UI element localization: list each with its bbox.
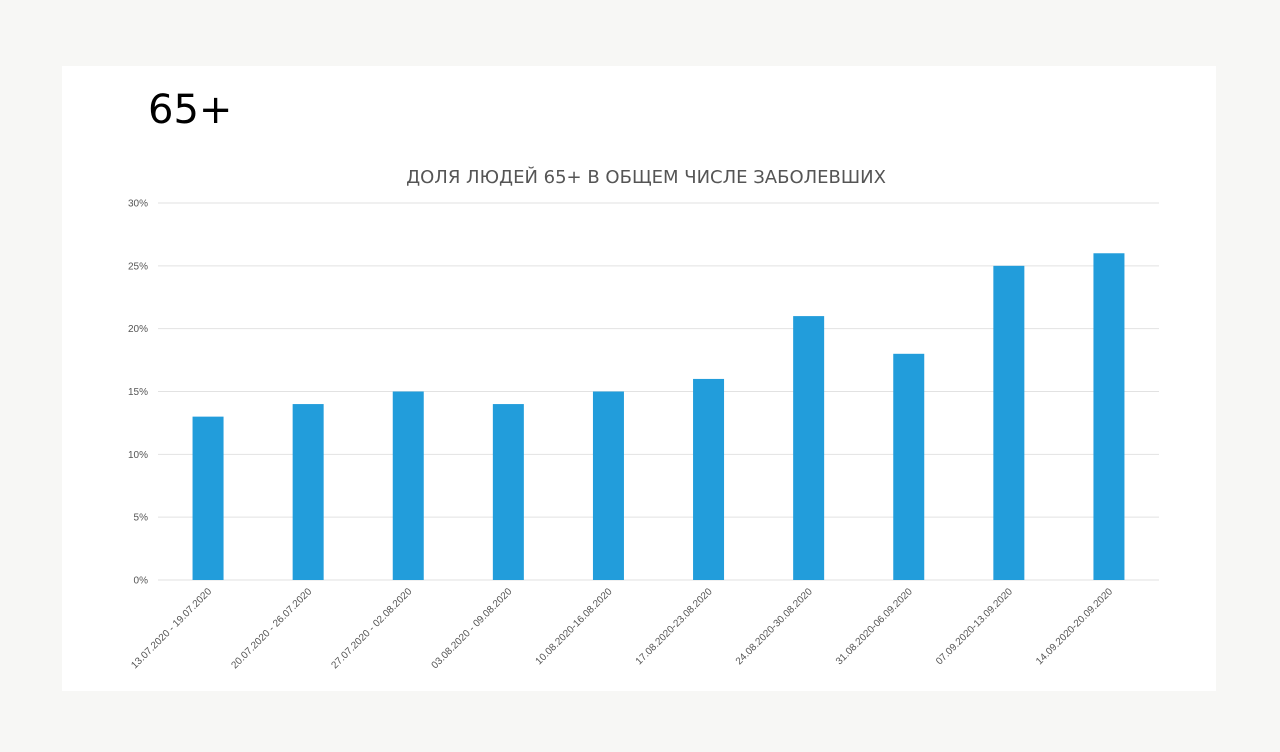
bar [693,378,725,580]
gridlines [158,202,1159,581]
y-tick-label: 20% [128,324,148,335]
y-axis-tick-labels: 0% 5% 10% 15% 20% 25% 30% [128,199,148,587]
bar [893,353,925,580]
x-category-label: 10.08.2020-16.08.2020 [534,586,615,667]
bar [592,391,624,580]
x-category-label: 17.08.2020-23.08.2020 [634,586,715,667]
x-axis-category-labels: 13.07.2020 - 19.07.2020 20.07.2020 - 26.0… [129,586,1115,671]
x-category-label: 31.08.2020-06.09.2020 [834,586,915,667]
bar [793,316,825,580]
x-category-label: 07.09.2020-13.09.2020 [934,586,1015,667]
bar [1093,253,1125,580]
bar [192,416,224,580]
bar [993,265,1025,580]
y-tick-label: 25% [128,261,148,272]
slide: 65+ ДОЛЯ ЛЮДЕЙ 65+ В ОБЩЕМ ЧИСЛЕ ЗАБОЛЕВ… [62,66,1216,691]
chart-title: ДОЛЯ ЛЮДЕЙ 65+ В ОБЩЕМ ЧИСЛЕ ЗАБОЛЕВШИХ [406,166,886,188]
x-category-label: 14.09.2020-20.09.2020 [1034,586,1115,667]
y-tick-label: 15% [128,387,148,398]
y-tick-label: 10% [128,450,148,461]
bar [392,391,424,580]
x-category-label: 20.07.2020 - 26.07.2020 [229,586,314,671]
bars [192,253,1125,580]
x-category-label: 13.07.2020 - 19.07.2020 [129,586,214,671]
y-tick-label: 30% [128,199,148,210]
x-category-label: 03.08.2020 - 09.08.2020 [430,586,515,671]
slide-title: 65+ [148,87,233,133]
y-tick-label: 5% [134,513,149,524]
bar [292,404,324,580]
x-category-label: 27.07.2020 - 02.08.2020 [330,586,415,671]
bar-chart: ДОЛЯ ЛЮДЕЙ 65+ В ОБЩЕМ ЧИСЛЕ ЗАБОЛЕВШИХ … [128,166,1159,671]
y-tick-label: 0% [134,576,149,587]
x-category-label: 24.08.2020-30.08.2020 [734,586,815,667]
bar [492,404,524,580]
